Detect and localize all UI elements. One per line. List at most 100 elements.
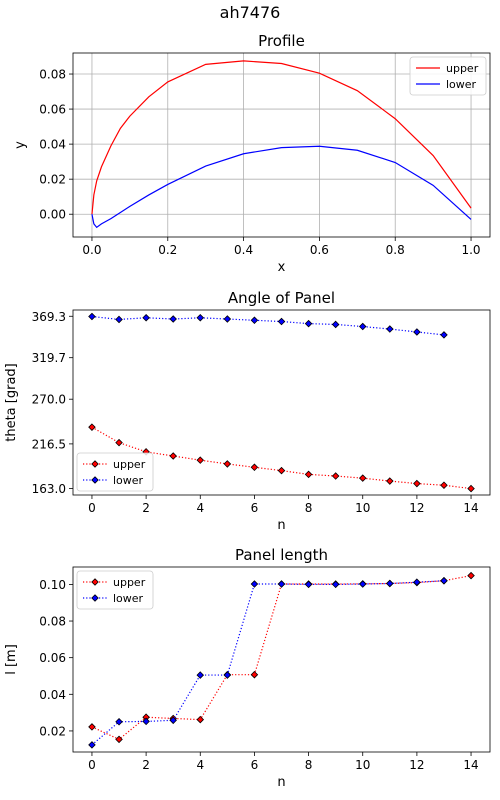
y-axis-label: l [m] — [4, 644, 19, 675]
data-point-upper — [277, 466, 286, 475]
x-tick-label: 10 — [355, 758, 370, 772]
data-point-lower — [169, 716, 177, 725]
data-point-lower — [304, 319, 313, 328]
y-tick-label: 0.02 — [39, 724, 66, 738]
y-tick-label: 0.00 — [39, 208, 66, 222]
data-point-lower — [304, 580, 313, 589]
data-point-upper — [467, 571, 475, 580]
data-point-lower — [223, 671, 232, 679]
chart-panel-2: 0 2 4 6 8 10 12 14 163.0 216.5 270.0 319.7 369.3 Angl… — [4, 289, 491, 533]
chart-panel-1: 0.0 0.2 0.4 0.6 0.8 1.0 0.00 0.02 0.04 0.06 0.08 Pr… — [13, 32, 491, 275]
data-point-lower — [386, 579, 394, 588]
data-point-lower — [331, 320, 340, 329]
data-point-upper — [88, 423, 96, 431]
data-point-upper — [331, 472, 340, 480]
data-point-lower — [413, 328, 421, 336]
y-axis-label: theta [grad] — [4, 363, 19, 442]
data-point-lower — [250, 580, 259, 588]
x-tick-label: 0.0 — [82, 243, 101, 257]
y-axis-label: y — [13, 141, 28, 149]
data-point-lower — [331, 580, 340, 589]
chart-title: Panel length — [235, 546, 328, 564]
data-point-upper — [196, 715, 205, 724]
x-tick-label: 8 — [305, 501, 313, 515]
series-line-upper — [91, 426, 472, 490]
data-point-upper — [250, 463, 259, 472]
x-tick-label: 14 — [463, 758, 478, 772]
x-tick-label: 14 — [463, 501, 478, 515]
data-point-lower — [88, 741, 96, 749]
series-line-upper — [91, 575, 472, 741]
axes-frame — [72, 566, 491, 753]
data-point-lower — [88, 312, 96, 321]
y-tick-label: 0.08 — [39, 68, 66, 82]
chart-panel-3: 0 2 4 6 8 10 12 14 0.02 0.04 0.06 0.08 0.10 Panel len… — [4, 546, 491, 790]
data-point-lower — [223, 315, 232, 323]
legend-label-upper: upper — [446, 62, 479, 75]
data-point-upper — [169, 452, 177, 460]
data-point-upper — [440, 481, 448, 489]
axes-frame — [72, 309, 491, 496]
data-point-lower — [196, 671, 205, 679]
y-tick-label: 0.04 — [39, 138, 66, 152]
x-tick-label: 0.4 — [234, 243, 253, 257]
data-point-upper — [304, 470, 313, 479]
legend-label-lower: lower — [113, 592, 144, 605]
y-tick-label: 0.06 — [39, 651, 66, 665]
legend-marker-lower — [91, 594, 99, 602]
y-tick-label: 270.0 — [32, 393, 66, 407]
legend-box — [409, 56, 487, 96]
legend-label-upper: upper — [113, 576, 146, 589]
x-tick-label: 12 — [409, 501, 424, 515]
y-tick-label: 0.06 — [39, 103, 66, 117]
chart-title: Angle of Panel — [228, 289, 335, 307]
y-tick-label: 369.3 — [32, 310, 66, 324]
data-point-lower — [277, 317, 286, 326]
y-tick-label: 0.02 — [39, 173, 66, 187]
data-point-lower — [142, 717, 150, 726]
data-point-lower — [169, 315, 177, 323]
data-point-lower — [358, 580, 367, 588]
data-point-lower — [115, 315, 123, 324]
data-point-lower — [386, 325, 394, 333]
x-tick-label: 0 — [88, 758, 96, 772]
data-point-upper — [88, 723, 96, 731]
y-tick-label: 216.5 — [32, 437, 66, 451]
x-tick-label: 0.6 — [310, 243, 329, 257]
legend: upper lower — [76, 452, 154, 492]
data-point-lower — [440, 576, 448, 585]
series-line-lower — [91, 315, 445, 336]
data-point-upper — [115, 438, 123, 447]
data-point-lower — [413, 578, 421, 586]
data-point-upper — [386, 477, 394, 485]
x-tick-label: 12 — [409, 758, 424, 772]
data-point-lower — [440, 331, 448, 339]
legend: upper lower — [409, 56, 487, 96]
series-line-lower — [91, 145, 472, 229]
x-tick-label: 0.8 — [386, 243, 405, 257]
legend-marker-upper — [91, 578, 99, 586]
data-point-upper — [196, 456, 205, 464]
plots: 0.0 0.2 0.4 0.6 0.8 1.0 0.00 0.02 0.04 0.06 0.08 Pr… — [4, 32, 491, 790]
y-tick-label: 0.08 — [39, 615, 66, 629]
legend-label-lower: lower — [113, 474, 144, 487]
x-axis-label: n — [277, 518, 285, 533]
chart-title: Profile — [258, 32, 305, 50]
legend-label-lower: lower — [446, 78, 477, 91]
axes-frame — [72, 52, 491, 238]
data-point-lower — [277, 580, 286, 588]
x-tick-label: 8 — [305, 758, 313, 772]
data-point-lower — [115, 718, 123, 726]
legend-label-upper: upper — [113, 458, 146, 471]
x-tick-label: 2 — [142, 758, 150, 772]
x-tick-label: 2 — [142, 501, 150, 515]
x-tick-label: 0.2 — [158, 243, 177, 257]
y-tick-label: 0.10 — [39, 578, 66, 592]
figure-title: ah7476 — [220, 3, 281, 22]
data-point-upper — [413, 479, 421, 488]
x-tick-label: 10 — [355, 501, 370, 515]
data-point-upper — [250, 670, 259, 679]
legend-marker-upper — [91, 460, 99, 468]
x-tick-label: 4 — [196, 501, 204, 515]
